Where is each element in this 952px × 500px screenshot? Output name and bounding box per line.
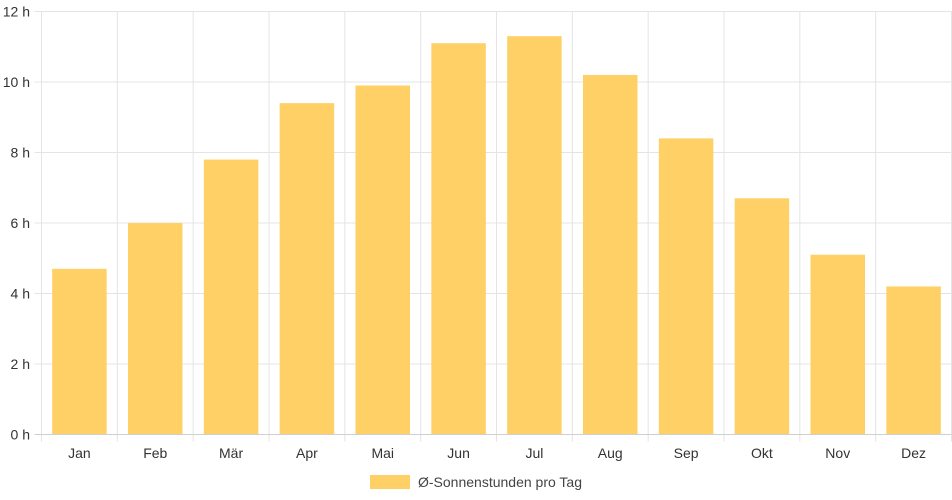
y-tick-label: 10 h xyxy=(3,74,30,90)
y-tick-label: 6 h xyxy=(11,215,30,231)
legend-swatch[interactable] xyxy=(370,475,410,489)
legend-label: Ø-Sonnenstunden pro Tag xyxy=(418,474,582,490)
y-tick-label: 8 h xyxy=(11,145,30,161)
bar[interactable] xyxy=(810,254,866,435)
vertical-gridlines xyxy=(41,11,952,442)
x-tick-label: Mai xyxy=(371,445,394,461)
bar-series xyxy=(52,36,941,435)
y-tick-label: 0 h xyxy=(11,427,30,443)
bar[interactable] xyxy=(279,103,335,435)
y-tick-label: 2 h xyxy=(11,356,30,372)
x-tick-label: Jun xyxy=(447,445,470,461)
horizontal-gridlines xyxy=(34,11,952,435)
x-tick-label: Apr xyxy=(296,445,318,461)
legend[interactable]: Ø-Sonnenstunden pro Tag xyxy=(370,474,582,490)
x-tick-label: Okt xyxy=(751,445,773,461)
x-axis-tick-labels: Jan Feb Mär Apr Mai Jun Jul Aug Sep Okt Nov Dez xyxy=(68,445,926,461)
x-tick-label: Jan xyxy=(68,445,91,461)
x-tick-label: Feb xyxy=(143,445,167,461)
bar[interactable] xyxy=(734,198,790,435)
x-tick-label: Aug xyxy=(598,445,623,461)
bar[interactable] xyxy=(507,36,562,435)
bar[interactable] xyxy=(431,43,486,435)
y-axis-tick-labels: 0 h 2 h 4 h 6 h 8 h 10 h 12 h xyxy=(3,4,30,443)
bar[interactable] xyxy=(355,85,411,435)
x-tick-label: Jul xyxy=(525,445,543,461)
x-tick-label: Nov xyxy=(825,445,850,461)
bar[interactable] xyxy=(886,286,941,435)
bar[interactable] xyxy=(583,74,638,435)
bar[interactable] xyxy=(52,268,107,435)
x-tick-label: Dez xyxy=(901,445,926,461)
x-tick-label: Mär xyxy=(219,445,243,461)
bar[interactable] xyxy=(658,138,714,435)
bar[interactable] xyxy=(128,223,183,435)
y-tick-label: 4 h xyxy=(11,286,30,302)
bar[interactable] xyxy=(203,159,259,435)
y-tick-label: 12 h xyxy=(3,4,30,20)
x-tick-label: Sep xyxy=(674,445,699,461)
